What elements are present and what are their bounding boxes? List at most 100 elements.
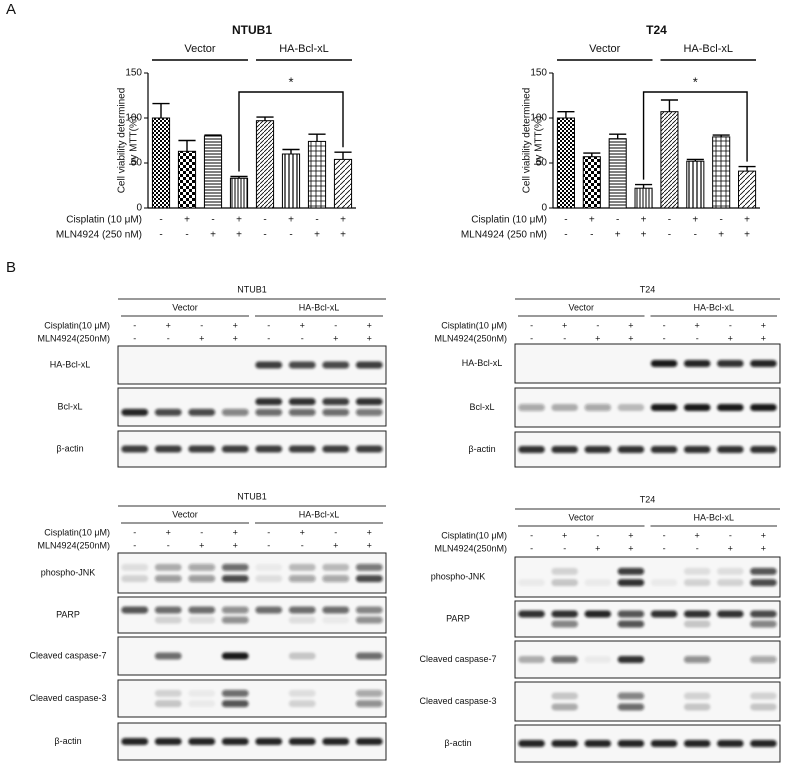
band [355, 738, 383, 745]
treatment-sign: - [159, 230, 162, 241]
treatment-sign: + [628, 320, 633, 330]
panel-label: B [6, 259, 16, 276]
band [551, 404, 578, 411]
band [650, 360, 678, 367]
error-bar [609, 133, 627, 139]
treatment-sign: + [761, 530, 766, 540]
error-bar [635, 183, 653, 189]
band [617, 567, 645, 575]
y-tick-label: 50 [131, 158, 143, 169]
treatment-sign: + [718, 230, 724, 241]
treatment-label: Cisplatin (10 μM) [66, 215, 142, 226]
band [154, 563, 182, 571]
band [221, 408, 249, 416]
band [255, 700, 282, 707]
row-label: β-actin [54, 736, 81, 746]
band [288, 606, 316, 614]
band [221, 575, 249, 583]
y-tick-label: 0 [136, 203, 142, 214]
row-label: PARP [56, 609, 80, 619]
bar [229, 177, 249, 209]
error-bar [738, 165, 756, 172]
group-label: HA-Bcl-xL [693, 512, 734, 522]
bar [660, 111, 679, 209]
treatment-sign: + [236, 230, 242, 241]
row-label: Bcl-xL [469, 402, 494, 412]
treatment-sign: + [233, 320, 238, 330]
band [750, 656, 777, 663]
treatment-sign: - [267, 320, 270, 330]
treatment-sign: - [301, 333, 304, 343]
treatment-sign: - [663, 320, 666, 330]
band [355, 700, 383, 708]
treatment-sign: - [267, 527, 270, 537]
band [584, 740, 612, 747]
band [585, 693, 612, 700]
band [322, 575, 350, 583]
band [750, 446, 777, 453]
band [255, 690, 282, 697]
treatment-sign: + [199, 540, 204, 550]
treatment-sign: - [564, 215, 567, 226]
error-bar [308, 133, 326, 142]
band [121, 617, 148, 624]
band [683, 740, 711, 747]
band [683, 446, 711, 453]
treatment-sign: - [167, 540, 170, 550]
band [221, 606, 249, 614]
row-label: Cleaved caspase-7 [29, 650, 106, 660]
band [551, 610, 578, 618]
treatment-sign: - [563, 333, 566, 343]
row-label: HA-Bcl-xL [462, 358, 503, 368]
band [121, 445, 149, 453]
treatment-sign: - [133, 527, 136, 537]
treatment-sign: + [340, 215, 346, 226]
treatment-sign: + [761, 333, 766, 343]
band [121, 408, 149, 416]
band [154, 652, 182, 660]
band [355, 575, 383, 583]
treatment-sign: + [595, 333, 600, 343]
band [683, 656, 711, 663]
band [551, 703, 578, 711]
band [188, 575, 216, 583]
band [121, 700, 148, 707]
y-tick-label: 150 [125, 68, 142, 79]
band [551, 579, 578, 587]
error-bar [256, 116, 274, 121]
group-label: Vector [568, 512, 594, 522]
band [584, 656, 612, 663]
treatment-sign: + [300, 320, 305, 330]
band [288, 616, 316, 624]
treatment-sign: + [300, 527, 305, 537]
error-bar [152, 102, 170, 118]
treatment-sign: - [530, 333, 533, 343]
band [155, 398, 182, 405]
treatment-sign: - [668, 230, 671, 241]
band [551, 446, 578, 453]
treatment-sign: - [696, 543, 699, 553]
treatment-sign: + [233, 333, 238, 343]
band [288, 700, 316, 708]
significance-bracket [642, 91, 748, 180]
band [222, 362, 249, 369]
band [750, 404, 777, 411]
treatment-sign: - [289, 230, 292, 241]
band [355, 616, 383, 624]
row-label: β-actin [56, 443, 83, 453]
error-bar [660, 99, 678, 112]
treatment-sign: + [288, 215, 294, 226]
treatment-sign: + [367, 527, 372, 537]
band [584, 404, 612, 411]
band [518, 404, 545, 411]
band [717, 703, 744, 710]
treatment-sign: + [628, 530, 633, 540]
bar [281, 153, 301, 209]
blot-box [514, 600, 781, 638]
band [717, 446, 744, 453]
band [518, 610, 545, 618]
band [288, 689, 316, 697]
treatment-sign: + [628, 543, 633, 553]
treatment-sign: + [641, 215, 647, 226]
row-label: Cleaved caspase-7 [419, 654, 496, 664]
